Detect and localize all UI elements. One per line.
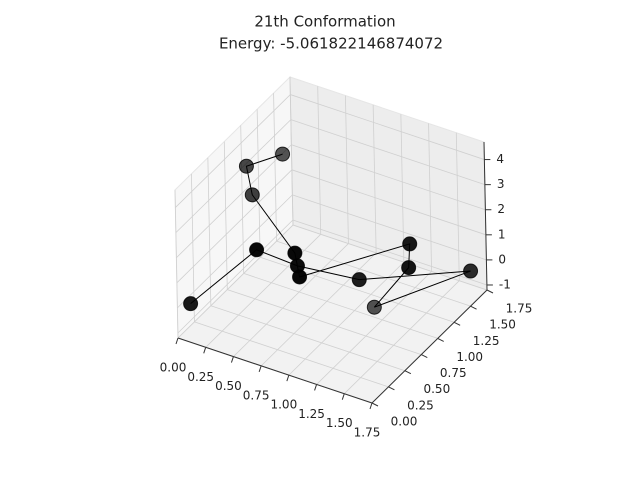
grid-line (344, 280, 460, 394)
y-axis-line (371, 289, 488, 404)
tick-mark (203, 347, 207, 354)
grid-line (175, 94, 291, 208)
tick-mark (371, 402, 379, 407)
x-tick-label: 1.75 (354, 426, 381, 440)
grid-line (174, 189, 179, 339)
y-tick-label: 1.50 (489, 318, 516, 332)
point (287, 245, 303, 261)
grid-line (227, 289, 422, 355)
grid-line (317, 86, 322, 235)
tick-mark (388, 386, 395, 391)
point (275, 146, 291, 162)
tick-mark (258, 365, 262, 373)
tick-mark (230, 356, 234, 363)
x-tick-label: 0.25 (187, 370, 214, 384)
grid-line (207, 157, 212, 306)
grid-line (223, 141, 228, 290)
point (463, 263, 479, 279)
grid-line (292, 194, 487, 261)
grid-line (289, 76, 294, 226)
grid-line (256, 109, 261, 258)
point (351, 272, 367, 288)
grid-line (210, 305, 405, 372)
y-tick-label: 1.75 (506, 302, 533, 316)
tick-mark (470, 305, 477, 310)
grid-line (316, 271, 432, 385)
tick-mark (486, 289, 494, 294)
grid-line (372, 104, 377, 253)
grid-line (288, 261, 405, 376)
x-tick-label: 1.50 (326, 416, 353, 430)
z-axis-line (483, 141, 488, 291)
z-tick-label: 0 (498, 252, 506, 266)
grid-line (455, 132, 460, 281)
y-tick-label: 0.25 (407, 398, 434, 412)
z-tick-label: 4 (496, 152, 504, 166)
grid-line (233, 243, 349, 357)
tick-mark (404, 370, 412, 375)
tick-mark (175, 337, 179, 345)
y-tick-label: 1.25 (473, 334, 500, 348)
x-tick-label: 1.00 (270, 398, 297, 412)
grid-line (177, 219, 294, 334)
grid-line (292, 219, 488, 286)
grid-line (345, 95, 349, 244)
x-tick-label: 1.25 (298, 407, 325, 421)
grid-line (240, 125, 245, 274)
grid-line (175, 119, 292, 233)
grid-line (291, 144, 486, 211)
chart-subtitle: Energy: -5.061822146874072 (219, 35, 443, 53)
grid-line (273, 93, 277, 242)
grid-line (260, 252, 377, 367)
x-tick-label: 0.50 (215, 379, 242, 393)
grid-line (276, 240, 471, 307)
x-tick-label: 0.00 (160, 361, 187, 375)
z-tick-label: -1 (499, 277, 511, 291)
grid-line (290, 94, 485, 160)
y-tick-label: 1.00 (456, 350, 483, 364)
y-tick-label: 0.75 (440, 366, 467, 380)
y-tick-label: 0.50 (423, 382, 450, 396)
x-tick-label: 0.75 (243, 388, 270, 402)
chart-title: 21th Conformation (254, 13, 395, 31)
point (366, 299, 382, 315)
point (244, 187, 260, 203)
tick-mark (314, 384, 318, 391)
grid-line (177, 194, 293, 309)
y-tick-label: 0.00 (391, 415, 418, 429)
point (401, 260, 417, 276)
grid-line (290, 119, 485, 186)
grid-line (243, 273, 438, 339)
tick-mark (286, 374, 290, 382)
tick-mark (369, 402, 373, 410)
grid-line (176, 169, 293, 284)
point (249, 242, 265, 258)
tick-mark (437, 337, 444, 342)
point (402, 236, 418, 252)
tick-mark (453, 321, 461, 326)
grid-line (428, 123, 432, 272)
grid-line (291, 169, 487, 236)
grid-line (400, 114, 405, 263)
z-tick-label: 1 (498, 227, 506, 241)
point (238, 158, 254, 174)
tick-mark (421, 354, 428, 359)
grid-line (177, 224, 294, 339)
z-tick-label: 2 (497, 202, 505, 216)
grid-line (176, 144, 292, 259)
z-tick-label: 3 (497, 177, 505, 191)
x-axis-line (177, 337, 373, 404)
grid-line (194, 321, 389, 388)
point (183, 296, 199, 312)
grid-line (292, 224, 488, 291)
point (289, 258, 305, 274)
tick-mark (341, 393, 345, 400)
